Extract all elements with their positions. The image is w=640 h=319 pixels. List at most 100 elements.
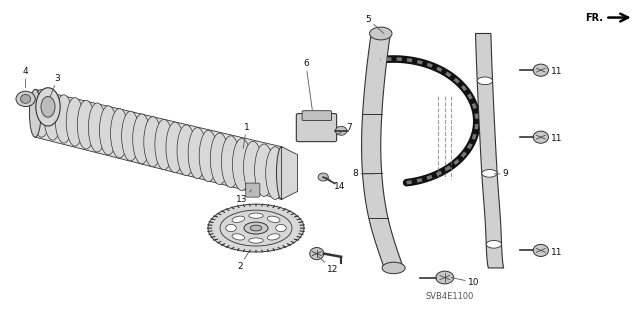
Polygon shape — [217, 241, 221, 243]
Polygon shape — [250, 250, 251, 252]
Polygon shape — [207, 225, 212, 226]
Text: SVB4E1100: SVB4E1100 — [426, 293, 474, 301]
Ellipse shape — [211, 133, 229, 185]
Ellipse shape — [29, 89, 41, 137]
Text: 9: 9 — [494, 169, 508, 178]
Polygon shape — [232, 247, 234, 249]
Text: 8: 8 — [353, 169, 374, 178]
Polygon shape — [267, 204, 269, 207]
Polygon shape — [226, 209, 229, 211]
Text: 3: 3 — [50, 74, 60, 97]
Polygon shape — [209, 222, 213, 223]
Polygon shape — [35, 89, 282, 199]
Polygon shape — [221, 243, 225, 245]
Text: 4: 4 — [23, 67, 28, 88]
Ellipse shape — [276, 225, 286, 232]
Polygon shape — [283, 209, 286, 211]
Ellipse shape — [20, 94, 31, 103]
Ellipse shape — [132, 114, 151, 164]
FancyBboxPatch shape — [246, 183, 260, 197]
Polygon shape — [299, 222, 303, 223]
Text: 1: 1 — [243, 123, 249, 148]
Polygon shape — [282, 147, 298, 199]
Polygon shape — [278, 247, 280, 249]
Text: 12: 12 — [319, 257, 339, 274]
Circle shape — [250, 225, 262, 231]
Polygon shape — [297, 236, 301, 237]
Ellipse shape — [370, 27, 392, 40]
Polygon shape — [211, 236, 215, 237]
Text: 13: 13 — [236, 190, 252, 204]
Text: 11: 11 — [551, 134, 563, 143]
Polygon shape — [287, 243, 291, 245]
Polygon shape — [291, 241, 295, 243]
Ellipse shape — [232, 216, 244, 222]
Circle shape — [208, 204, 304, 252]
Ellipse shape — [310, 248, 324, 260]
Ellipse shape — [249, 238, 263, 243]
Polygon shape — [278, 207, 280, 209]
Ellipse shape — [166, 122, 184, 173]
Text: FR.: FR. — [586, 12, 604, 23]
Circle shape — [486, 241, 502, 248]
Ellipse shape — [318, 173, 328, 181]
Text: 7: 7 — [337, 123, 351, 135]
Ellipse shape — [533, 244, 548, 256]
Ellipse shape — [199, 130, 218, 182]
Ellipse shape — [226, 225, 236, 232]
Polygon shape — [261, 204, 262, 206]
Polygon shape — [300, 225, 305, 226]
Text: 14: 14 — [326, 177, 345, 191]
Circle shape — [244, 222, 268, 234]
Ellipse shape — [88, 103, 106, 152]
Polygon shape — [294, 216, 298, 217]
Ellipse shape — [232, 234, 244, 240]
Ellipse shape — [16, 91, 35, 107]
Ellipse shape — [99, 106, 117, 155]
Polygon shape — [297, 219, 301, 220]
FancyBboxPatch shape — [296, 114, 337, 142]
Polygon shape — [273, 205, 275, 208]
Ellipse shape — [36, 88, 60, 126]
Polygon shape — [267, 249, 269, 252]
Circle shape — [482, 169, 497, 177]
Ellipse shape — [268, 216, 280, 222]
Ellipse shape — [276, 147, 287, 199]
Ellipse shape — [55, 95, 72, 143]
Text: 2: 2 — [237, 250, 250, 271]
Ellipse shape — [155, 119, 173, 170]
Ellipse shape — [244, 141, 262, 193]
Polygon shape — [226, 245, 229, 248]
Polygon shape — [283, 245, 286, 248]
Ellipse shape — [122, 111, 140, 161]
Polygon shape — [255, 204, 257, 206]
Polygon shape — [237, 249, 239, 251]
Ellipse shape — [249, 213, 263, 218]
Ellipse shape — [268, 234, 280, 240]
FancyBboxPatch shape — [302, 111, 332, 121]
Ellipse shape — [436, 271, 454, 284]
Text: 6: 6 — [303, 59, 312, 110]
Polygon shape — [217, 213, 221, 215]
Polygon shape — [232, 207, 234, 209]
Polygon shape — [214, 239, 218, 240]
Polygon shape — [237, 205, 239, 208]
Ellipse shape — [66, 98, 84, 146]
Polygon shape — [476, 33, 504, 268]
Polygon shape — [243, 204, 245, 207]
Polygon shape — [243, 249, 245, 252]
Polygon shape — [221, 211, 225, 213]
Ellipse shape — [232, 138, 252, 190]
Text: 11: 11 — [551, 67, 563, 76]
Polygon shape — [294, 239, 298, 240]
Ellipse shape — [144, 117, 162, 167]
Polygon shape — [273, 249, 275, 251]
Ellipse shape — [33, 89, 51, 137]
Text: 5: 5 — [365, 15, 384, 33]
Polygon shape — [255, 250, 257, 252]
Ellipse shape — [533, 131, 548, 143]
Ellipse shape — [41, 96, 55, 117]
Circle shape — [477, 77, 493, 85]
Ellipse shape — [266, 147, 285, 199]
Polygon shape — [211, 219, 215, 220]
